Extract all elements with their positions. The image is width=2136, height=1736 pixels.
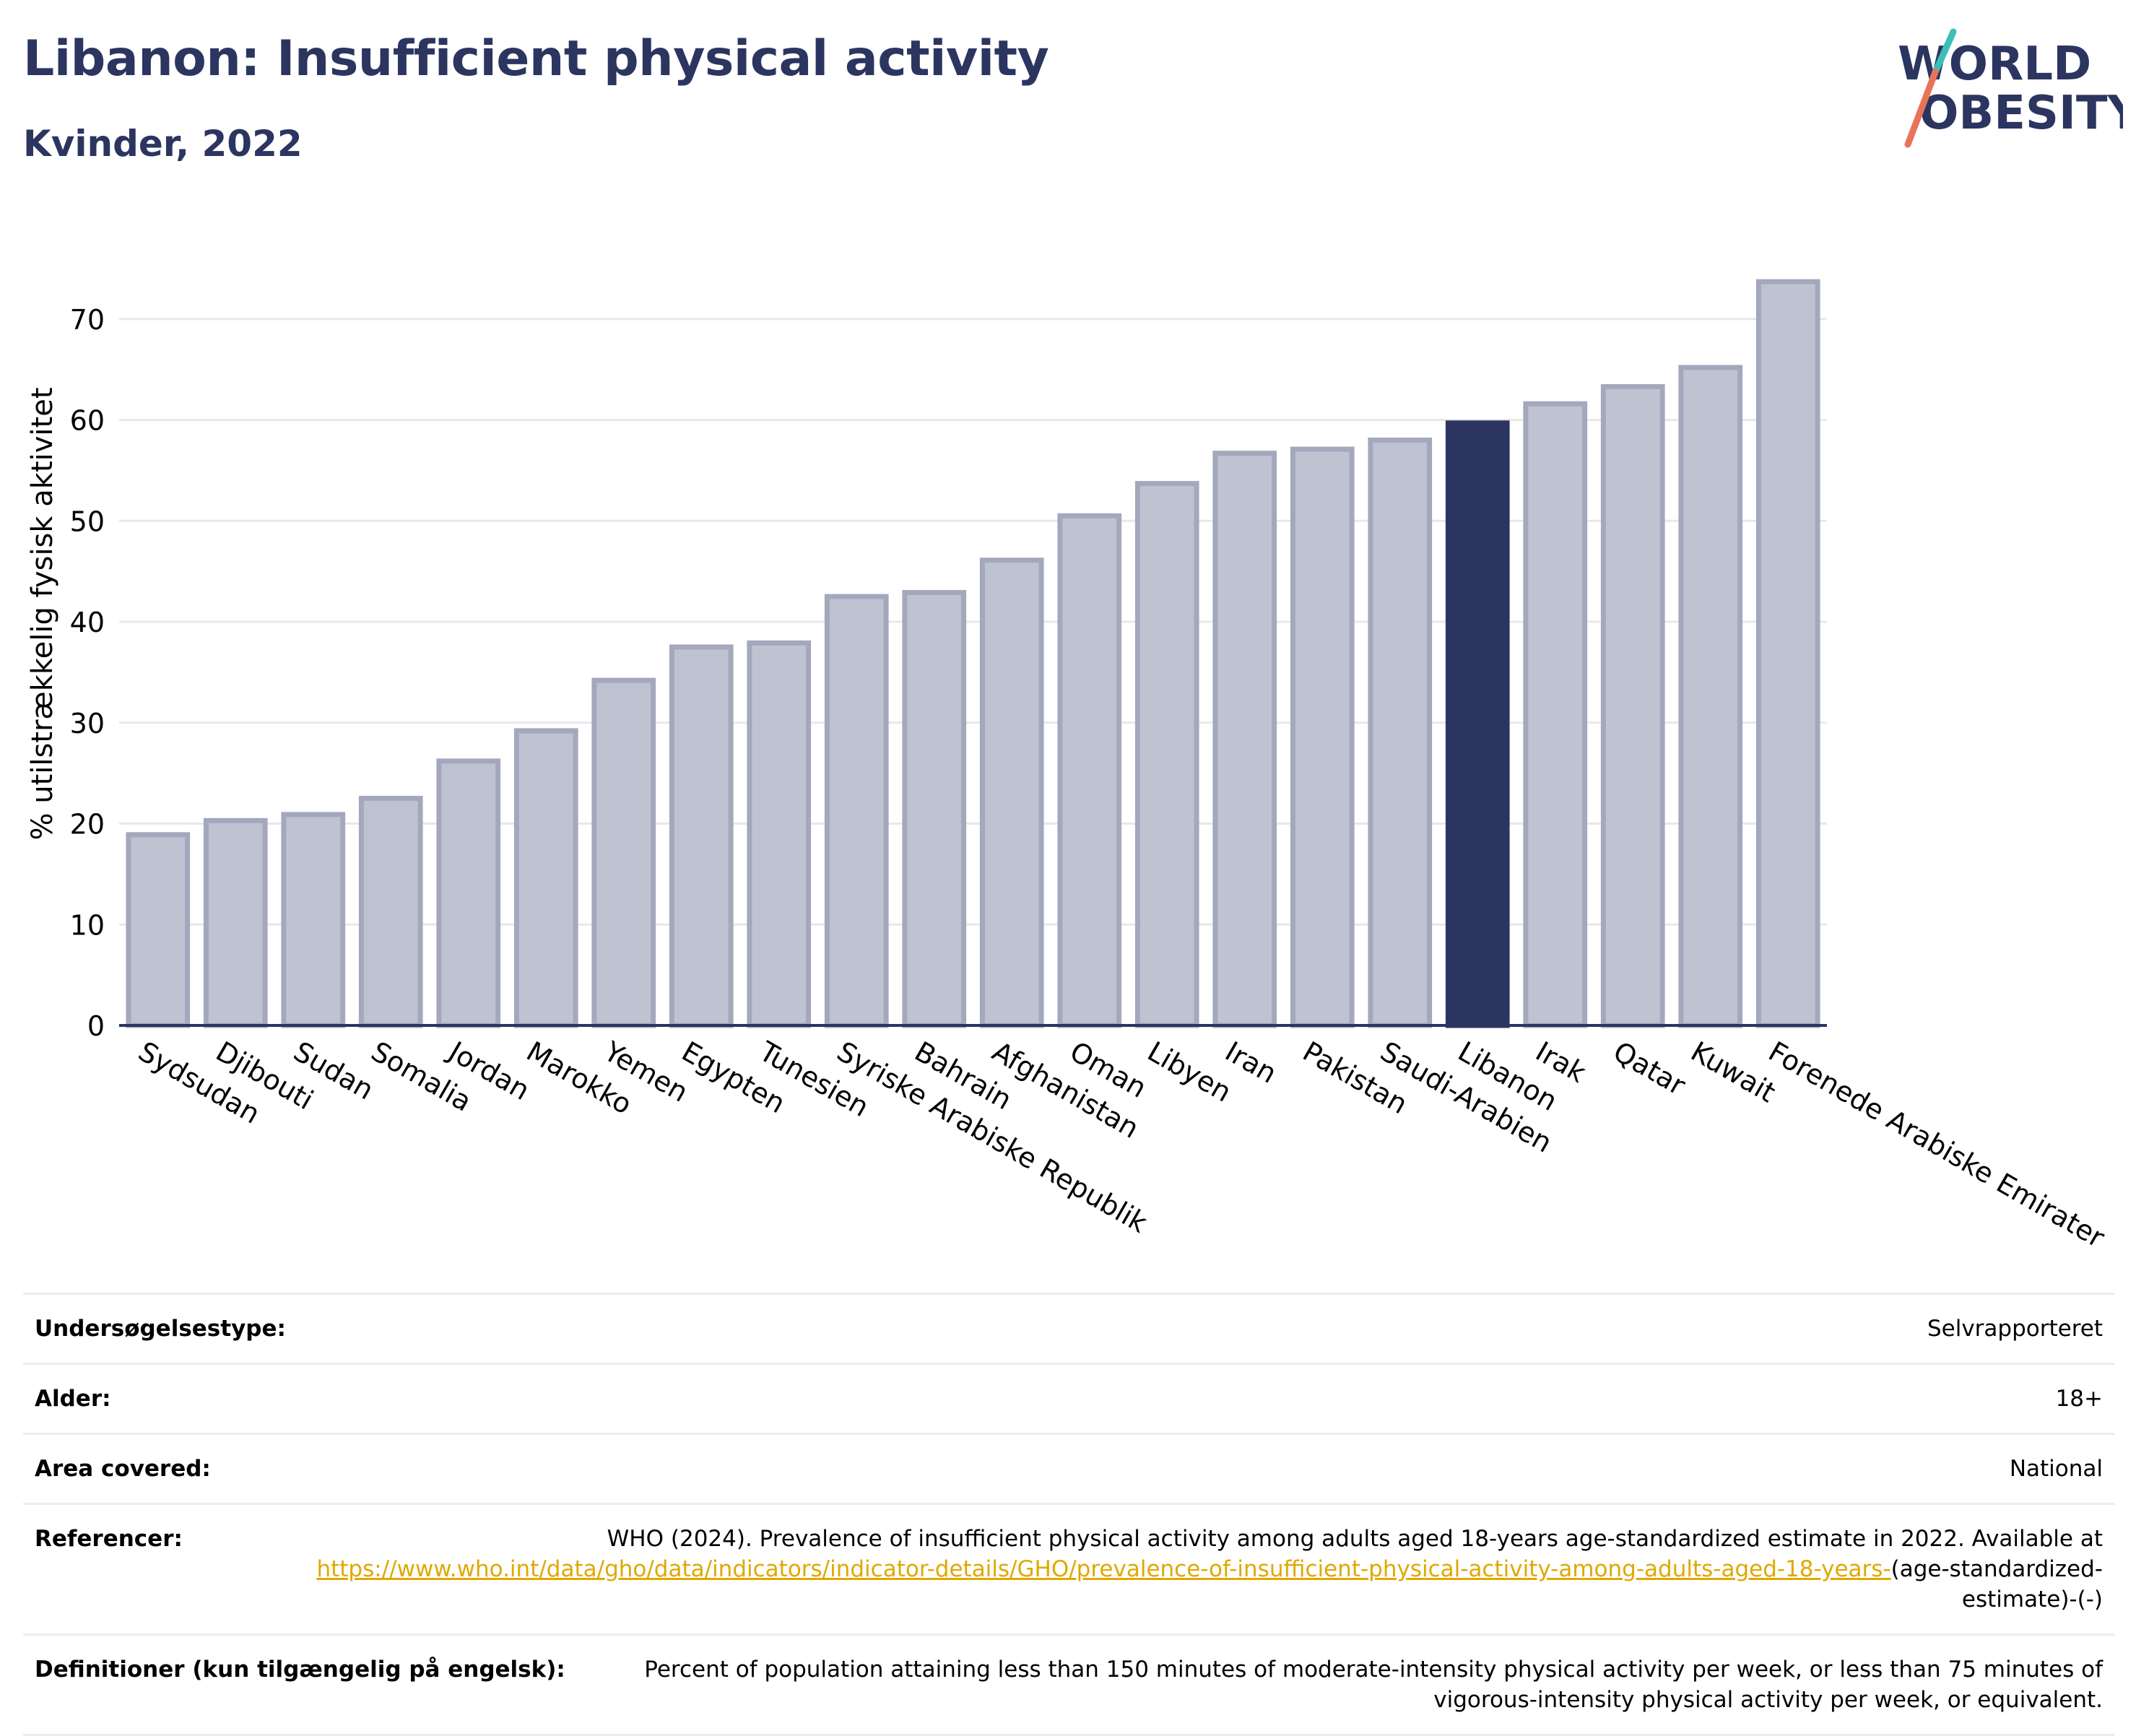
reference-suffix: (age-standardized-estimate)-(-) — [1890, 1556, 2103, 1613]
meta-row-references: Referencer: WHO (2024). Prevalence of in… — [23, 1503, 2114, 1633]
bar-layer — [126, 279, 1820, 1028]
bar-tunesien — [747, 640, 812, 1028]
bar-somalia — [358, 796, 423, 1028]
page-subtitle: Kvinder, 2022 — [23, 123, 303, 165]
meta-label: Undersøgelsestype: — [35, 1316, 286, 1342]
x-tick-label: Qatar — [1608, 1036, 1691, 1102]
meta-label: Alder: — [35, 1386, 111, 1412]
meta-value-references: WHO (2024). Prevalence of insufficient p… — [183, 1524, 2103, 1615]
logo-slash-bottom — [1904, 69, 1939, 148]
world-obesity-logo: WORLD OBESITY — [1898, 28, 2123, 148]
x-tick-label: Kuwait — [1685, 1036, 1781, 1109]
bar-djibouti — [203, 817, 268, 1028]
bar-afghanistan — [979, 557, 1044, 1028]
y-tick-label: 0 — [87, 1010, 105, 1042]
metadata-table: Undersøgelsestype: Selvrapporteret Alder… — [23, 1293, 2114, 1736]
y-tick-label: 50 — [70, 505, 105, 537]
bar-libyen — [1134, 481, 1199, 1028]
bar-iran — [1212, 451, 1277, 1028]
y-tick-label: 60 — [70, 405, 105, 437]
bar-marokko — [513, 728, 578, 1028]
y-tick-label: 30 — [70, 708, 105, 739]
bar-chart: 010203040506070SydsudanDjiboutiSudanSoma… — [26, 279, 2110, 1254]
meta-row-age: Alder: 18+ — [23, 1363, 2114, 1433]
y-axis-label: % utilstrækkelig fysisk aktivitet — [26, 387, 59, 840]
meta-value: National — [2009, 1456, 2103, 1482]
bar-irak — [1523, 401, 1588, 1028]
bar-egypten — [669, 644, 734, 1028]
logo-slash-top — [1932, 28, 1957, 76]
reference-link[interactable]: https://www.who.int/data/gho/data/indica… — [316, 1556, 1891, 1582]
meta-row-area: Area covered: National — [23, 1433, 2114, 1503]
bar-jordan — [436, 758, 501, 1028]
logo-line2: OBESITY — [1919, 87, 2123, 140]
y-tick-label: 70 — [70, 304, 105, 336]
meta-row-definitions: Definitioner (kun tilgængelig på engelsk… — [23, 1633, 2114, 1736]
page-title: Libanon: Insufficient physical activity — [23, 30, 1049, 87]
bar-saudi-arabien — [1368, 437, 1433, 1028]
meta-label: Definitioner (kun tilgængelig på engelsk… — [35, 1657, 565, 1683]
meta-label: Area covered: — [35, 1456, 211, 1482]
bar-forenede-arabiske-emirater — [1755, 279, 1820, 1028]
bar-kuwait — [1678, 365, 1743, 1028]
bar-qatar — [1600, 383, 1665, 1028]
bar-oman — [1057, 513, 1122, 1028]
bar-syriske-arabiske-republik — [824, 594, 889, 1028]
meta-label: Referencer: — [35, 1526, 183, 1552]
bar-libanon — [1445, 420, 1510, 1028]
x-tick-label: Forenede Arabiske Emirater — [1763, 1036, 2110, 1254]
meta-value: Selvrapporteret — [1927, 1316, 2103, 1342]
y-tick-label: 10 — [70, 909, 105, 941]
x-tick-label: Libyen — [1142, 1036, 1237, 1108]
bar-yemen — [591, 677, 656, 1028]
meta-value: 18+ — [2055, 1386, 2103, 1412]
reference-text: WHO (2024). Prevalence of insufficient p… — [607, 1526, 2103, 1552]
bar-sudan — [281, 812, 346, 1028]
meta-value: Percent of population attaining less tha… — [644, 1657, 2103, 1713]
bar-pakistan — [1290, 446, 1355, 1028]
bar-sydsudan — [126, 832, 191, 1028]
bar-bahrain — [902, 590, 967, 1028]
y-tick-label: 40 — [70, 607, 105, 638]
meta-row-survey-type: Undersøgelsestype: Selvrapporteret — [23, 1293, 2114, 1363]
y-tick-label: 20 — [70, 809, 105, 841]
